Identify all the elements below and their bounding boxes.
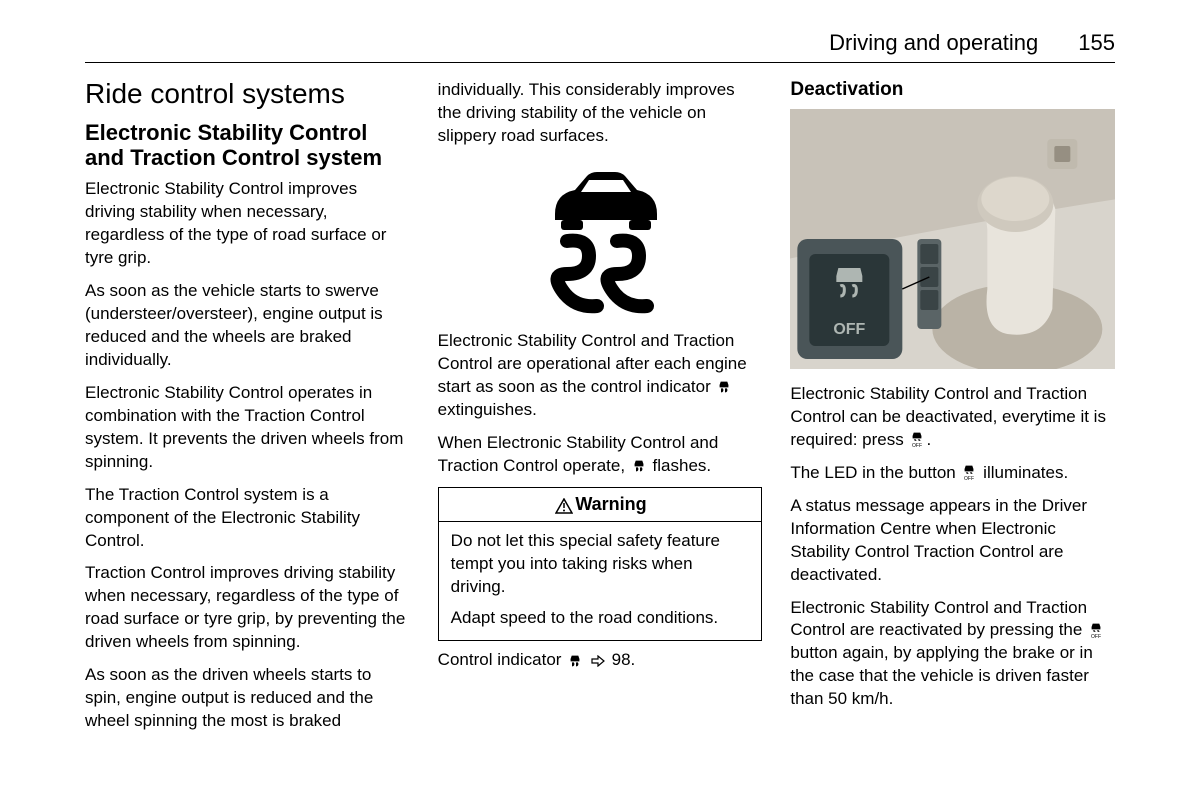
svg-text:OFF: OFF [834, 321, 866, 338]
svg-text:OFF: OFF [964, 476, 974, 481]
body-text: The Traction Control system is a compone… [85, 484, 410, 553]
warning-title: Warning [439, 488, 762, 522]
body-text: Electronic Stability Control and Tractio… [438, 330, 763, 422]
body-text: The LED in the button OFF illuminates. [790, 462, 1115, 485]
body-text: Traction Control improves driving stabil… [85, 562, 410, 654]
warning-triangle-icon [555, 498, 573, 514]
deactivation-photo: OFF [790, 109, 1115, 369]
esc-skid-icon [515, 166, 685, 316]
heading-deactivation: Deactivation [790, 79, 1115, 101]
svg-text:OFF: OFF [1091, 634, 1101, 639]
page-header: Driving and operating 155 [85, 30, 1115, 63]
svg-text:OFF: OFF [912, 443, 922, 448]
body-text: When Electronic Stability Control and Tr… [438, 432, 763, 478]
page-ref-arrow-icon [591, 655, 605, 667]
body-text: Electronic Stability Control improves dr… [85, 178, 410, 270]
heading-esc-tc: Electronic Stability Control and Tractio… [85, 120, 410, 171]
esc-off-icon: OFF [962, 465, 976, 481]
warning-body: Do not let this special safety feature t… [439, 522, 762, 640]
esc-off-icon: OFF [1089, 623, 1103, 639]
warning-box: Warning Do not let this special safety f… [438, 487, 763, 641]
body-text: A status message appears in the Driver I… [790, 495, 1115, 587]
body-text: individually. This considerably improves… [438, 79, 763, 148]
esc-off-icon: OFF [910, 432, 924, 448]
esc-indicator-icon [632, 459, 646, 473]
column-2: individually. This considerably improves… [438, 79, 763, 743]
section-title: Driving and operating [829, 30, 1038, 56]
body-text: As soon as the vehicle starts to swerve … [85, 280, 410, 372]
esc-indicator-icon [568, 654, 582, 668]
body-text: Electronic Stability Control operates in… [85, 382, 410, 474]
page-number: 155 [1078, 30, 1115, 56]
column-1: Ride control systems Electronic Stabilit… [85, 79, 410, 743]
column-3: Deactivation [790, 79, 1115, 743]
heading-ride-control: Ride control systems [85, 79, 410, 110]
esc-indicator-icon [717, 380, 731, 394]
body-text: Electronic Stability Control and Tractio… [790, 597, 1115, 712]
body-text: Electronic Stability Control and Tractio… [790, 383, 1115, 452]
content-columns: Ride control systems Electronic Stabilit… [85, 79, 1115, 743]
warning-text: Do not let this special safety feature t… [451, 530, 750, 599]
warning-text: Adapt speed to the road conditions. [451, 607, 750, 630]
body-text: As soon as the driven wheels starts to s… [85, 664, 410, 733]
body-text: Control indicator 98. [438, 649, 763, 672]
